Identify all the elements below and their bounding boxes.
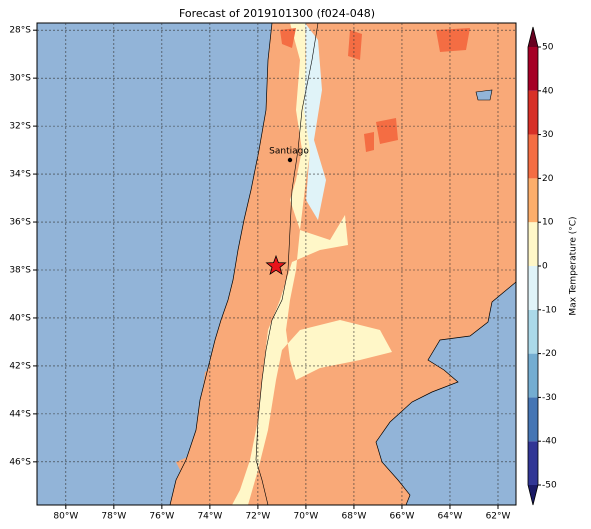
y-tick-label: 34°S <box>9 170 31 180</box>
y-tick-label: 30°S <box>9 74 31 84</box>
colorbar-tick-label: -50 <box>542 481 557 491</box>
colorbar-band <box>528 90 538 135</box>
city-label: Santiago <box>269 147 309 157</box>
colorbar-band <box>528 266 538 310</box>
colorbar-tick-label: -20 <box>542 349 557 359</box>
colorbar-band <box>528 222 538 266</box>
y-tick-label: 42°S <box>9 361 31 371</box>
y-tick-label: 32°S <box>9 122 31 132</box>
y-tick-label: 28°S <box>9 26 31 36</box>
colorbar-tick-label: -30 <box>542 393 557 403</box>
colorbar-tick-label: 10 <box>542 218 554 228</box>
colorbar-band <box>528 397 538 442</box>
colorbar-label: Max Temperature (°C) <box>569 216 579 315</box>
x-tick-label: 80°W <box>53 512 78 522</box>
title: Forecast of 2019101300 (f024-048) <box>179 7 375 20</box>
city-marker: Santiago <box>269 147 309 163</box>
y-tick-label: 36°S <box>9 218 31 228</box>
colorbar-tick-label: 20 <box>542 174 554 184</box>
x-tick-label: 70°W <box>293 512 318 522</box>
colorbar-extend-top <box>528 27 538 47</box>
x-tick-label: 62°W <box>486 512 511 522</box>
x-tick-label: 72°W <box>245 512 270 522</box>
colorbar-tick-label: -40 <box>542 437 557 447</box>
x-tick-label: 66°W <box>390 512 415 522</box>
y-tick-label: 46°S <box>9 457 31 467</box>
map-frame <box>36 22 517 506</box>
colorbar-band <box>528 353 538 398</box>
colorbar-band <box>528 441 538 485</box>
x-tick-label: 64°W <box>438 512 463 522</box>
colorbar-extend-bottom <box>528 485 538 505</box>
colorbar-band <box>528 178 538 223</box>
colorbar-band <box>528 47 538 91</box>
event-star <box>265 254 287 276</box>
y-tick-label: 44°S <box>9 409 31 419</box>
colorbar-tick-label: -10 <box>542 305 557 315</box>
colorbar-tick-label: 0 <box>542 262 548 272</box>
y-tick-label: 38°S <box>9 265 31 275</box>
x-tick-label: 76°W <box>149 512 174 522</box>
colorbar-tick-label: 40 <box>542 86 554 96</box>
colorbar-tick-label: 50 <box>542 43 554 53</box>
y-tick-label: 40°S <box>9 313 31 323</box>
colorbar-band <box>528 309 538 354</box>
colorbar-tick-label: 30 <box>542 130 554 140</box>
colorbar-band <box>528 134 538 179</box>
x-tick-label: 78°W <box>101 512 126 522</box>
map-background <box>37 22 517 506</box>
x-tick-label: 68°W <box>342 512 367 522</box>
x-tick-label: 74°W <box>197 512 222 522</box>
